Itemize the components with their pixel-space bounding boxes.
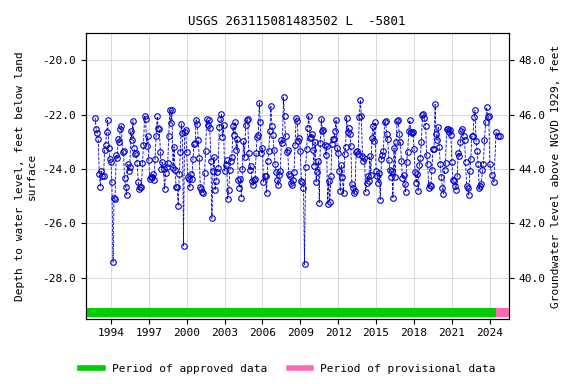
Y-axis label: Groundwater level above NGVD 1929, feet: Groundwater level above NGVD 1929, feet	[551, 44, 561, 308]
Y-axis label: Depth to water level, feet below land
surface: Depth to water level, feet below land su…	[15, 51, 37, 301]
Title: USGS 263115081483502 L  -5801: USGS 263115081483502 L -5801	[188, 15, 406, 28]
Legend: Period of approved data, Period of provisional data: Period of approved data, Period of provi…	[76, 359, 500, 379]
